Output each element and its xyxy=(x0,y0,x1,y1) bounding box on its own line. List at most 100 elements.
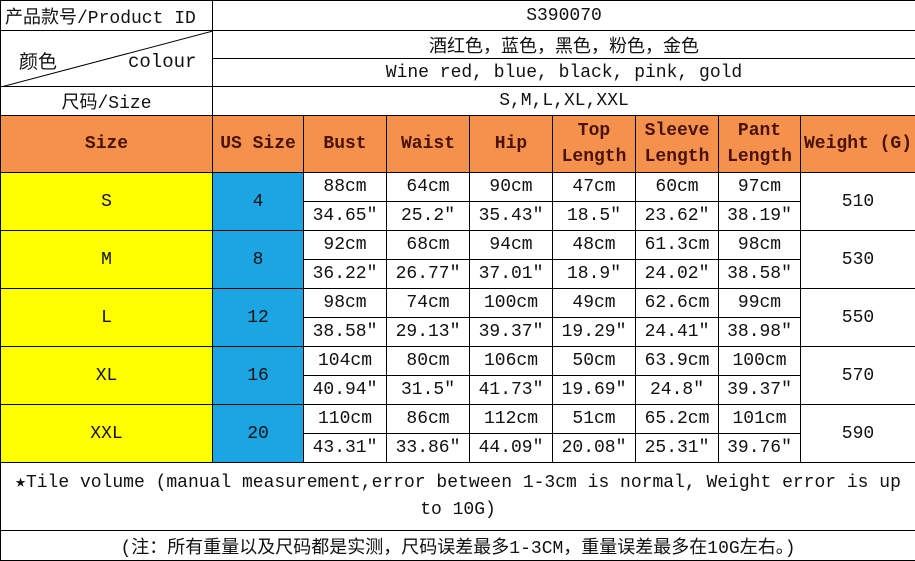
column-header: Weight (G) xyxy=(801,116,915,173)
weight-cell: 550 xyxy=(801,289,915,347)
measurement-note-cn: (注：所有重量以及尺码都是实测，尺码误差最多1-3CM，重量误差最多在10G左右… xyxy=(1,531,915,561)
cm-value: 68cm xyxy=(387,231,470,260)
cm-value: 61.3cm xyxy=(636,231,719,260)
us-size-cell: 16 xyxy=(213,347,304,405)
inch-value: 24.8″ xyxy=(636,376,719,405)
measurement-note-en: ★Tile volume (manual measurement,error b… xyxy=(1,463,915,531)
cm-value: 49cm xyxy=(553,289,636,318)
inch-value: 24.02″ xyxy=(636,260,719,289)
us-size-cell: 4 xyxy=(213,173,304,231)
column-header: Hip xyxy=(470,116,553,173)
cm-value: 80cm xyxy=(387,347,470,376)
inch-value: 20.08″ xyxy=(553,434,636,463)
cm-value: 62.6cm xyxy=(636,289,719,318)
weight-cell: 570 xyxy=(801,347,915,405)
cm-value: 98cm xyxy=(304,289,387,318)
column-header: Sleeve Length xyxy=(636,116,719,173)
cm-value: 47cm xyxy=(553,173,636,202)
cm-value: 97cm xyxy=(719,173,801,202)
cm-value: 48cm xyxy=(553,231,636,260)
inch-value: 35.43″ xyxy=(470,202,553,231)
inch-value: 25.31″ xyxy=(636,434,719,463)
inch-value: 19.29″ xyxy=(553,318,636,347)
inch-value: 39.37″ xyxy=(719,376,801,405)
product-id-label: 产品款号/Product ID xyxy=(1,1,213,31)
cm-value: 60cm xyxy=(636,173,719,202)
colour-label-cn: 颜色 xyxy=(19,47,57,74)
product-id-value: S390070 xyxy=(213,1,915,31)
inch-value: 26.77″ xyxy=(387,260,470,289)
column-header: US Size xyxy=(213,116,304,173)
inch-value: 38.58″ xyxy=(304,318,387,347)
size-label: 尺码/Size xyxy=(1,87,213,116)
inch-value: 40.94″ xyxy=(304,376,387,405)
cm-value: 50cm xyxy=(553,347,636,376)
colour-label-en: colour xyxy=(128,51,196,73)
inch-value: 39.76″ xyxy=(719,434,801,463)
inch-value: 38.58″ xyxy=(719,260,801,289)
cm-value: 110cm xyxy=(304,405,387,434)
cm-value: 51cm xyxy=(553,405,636,434)
cm-value: 100cm xyxy=(719,347,801,376)
colour-values-cn: 酒红色，蓝色，黑色，粉色，金色 xyxy=(213,31,915,59)
cm-value: 65.2cm xyxy=(636,405,719,434)
cm-value: 88cm xyxy=(304,173,387,202)
size-cell: L xyxy=(1,289,213,347)
inch-value: 23.62″ xyxy=(636,202,719,231)
inch-value: 34.65″ xyxy=(304,202,387,231)
inch-value: 19.69″ xyxy=(553,376,636,405)
cm-value: 92cm xyxy=(304,231,387,260)
inch-value: 41.73″ xyxy=(470,376,553,405)
weight-cell: 590 xyxy=(801,405,915,463)
inch-value: 24.41″ xyxy=(636,318,719,347)
size-cell: XXL xyxy=(1,405,213,463)
cm-value: 104cm xyxy=(304,347,387,376)
colour-values-en: Wine red, blue, black, pink, gold xyxy=(213,59,915,87)
inch-value: 25.2″ xyxy=(387,202,470,231)
cm-value: 90cm xyxy=(470,173,553,202)
us-size-cell: 20 xyxy=(213,405,304,463)
cm-value: 99cm xyxy=(719,289,801,318)
column-header: Size xyxy=(1,116,213,173)
size-cell: XL xyxy=(1,347,213,405)
cm-value: 86cm xyxy=(387,405,470,434)
inch-value: 31.5″ xyxy=(387,376,470,405)
inch-value: 18.5″ xyxy=(553,202,636,231)
inch-value: 43.31″ xyxy=(304,434,387,463)
column-header: Pant Length xyxy=(719,116,801,173)
us-size-cell: 12 xyxy=(213,289,304,347)
size-cell: M xyxy=(1,231,213,289)
inch-value: 18.9″ xyxy=(553,260,636,289)
column-header: Bust xyxy=(304,116,387,173)
inch-value: 38.98″ xyxy=(719,318,801,347)
column-header: Top Length xyxy=(553,116,636,173)
inch-value: 29.13″ xyxy=(387,318,470,347)
cm-value: 112cm xyxy=(470,405,553,434)
cm-value: 64cm xyxy=(387,173,470,202)
us-size-cell: 8 xyxy=(213,231,304,289)
cm-value: 100cm xyxy=(470,289,553,318)
inch-value: 36.22″ xyxy=(304,260,387,289)
inch-value: 33.86″ xyxy=(387,434,470,463)
cm-value: 63.9cm xyxy=(636,347,719,376)
cm-value: 74cm xyxy=(387,289,470,318)
inch-value: 37.01″ xyxy=(470,260,553,289)
column-header: Waist xyxy=(387,116,470,173)
cm-value: 106cm xyxy=(470,347,553,376)
weight-cell: 510 xyxy=(801,173,915,231)
weight-cell: 530 xyxy=(801,231,915,289)
cm-value: 101cm xyxy=(719,405,801,434)
inch-value: 38.19″ xyxy=(719,202,801,231)
size-cell: S xyxy=(1,173,213,231)
size-values: S,M,L,XL,XXL xyxy=(213,87,915,116)
cm-value: 94cm xyxy=(470,231,553,260)
inch-value: 44.09″ xyxy=(470,434,553,463)
cm-value: 98cm xyxy=(719,231,801,260)
colour-label-cell: 颜色 colour xyxy=(1,31,213,87)
